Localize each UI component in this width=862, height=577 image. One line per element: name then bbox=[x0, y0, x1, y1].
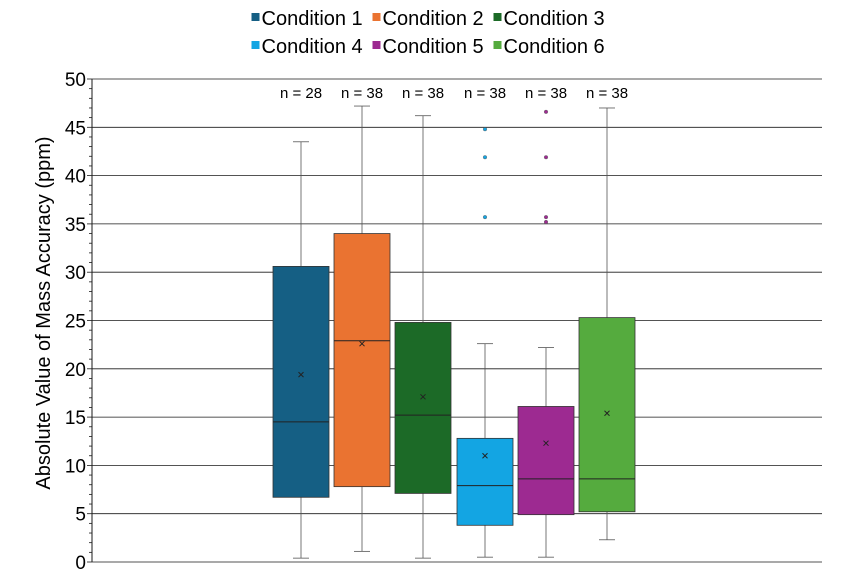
n-label: n = 38 bbox=[464, 85, 506, 102]
boxes bbox=[272, 105, 636, 559]
legend-swatch bbox=[372, 13, 381, 21]
box-5 bbox=[517, 109, 575, 558]
mean-marker bbox=[359, 340, 365, 347]
outlier-point bbox=[543, 215, 549, 220]
mean-marker bbox=[482, 452, 488, 459]
outlier-point bbox=[482, 155, 488, 160]
mean-marker bbox=[543, 440, 549, 447]
box-rect bbox=[333, 233, 391, 488]
outlier-point bbox=[543, 109, 549, 114]
legend-label: Condition 2 bbox=[383, 8, 484, 30]
box-rect bbox=[578, 317, 636, 513]
outlier-point bbox=[482, 215, 488, 220]
legend-label: Condition 5 bbox=[383, 36, 484, 58]
n-label: n = 38 bbox=[341, 85, 383, 102]
y-tick-label: 10 bbox=[65, 456, 86, 477]
legend-swatch bbox=[372, 41, 381, 49]
mean-marker bbox=[420, 393, 426, 400]
box-6 bbox=[578, 107, 636, 541]
y-tick-label: 50 bbox=[65, 70, 86, 91]
box-rect bbox=[272, 266, 330, 498]
legend-item: Condition 1 bbox=[251, 8, 363, 30]
y-tick-label: 40 bbox=[65, 167, 86, 188]
legend-swatch bbox=[251, 13, 260, 21]
box-4 bbox=[456, 127, 514, 558]
y-tick-label: 25 bbox=[65, 312, 86, 333]
y-tick-label: 5 bbox=[75, 505, 86, 526]
legend-item: Condition 2 bbox=[372, 8, 484, 30]
n-label: n = 38 bbox=[402, 85, 444, 102]
box-1 bbox=[272, 141, 330, 559]
y-axis-label: Absolute Value of Mass Accuracy (ppm) bbox=[33, 136, 55, 489]
legend-swatch bbox=[493, 13, 502, 21]
legend-item: Condition 4 bbox=[251, 36, 363, 58]
n-label: n = 38 bbox=[586, 85, 628, 102]
outlier-point bbox=[543, 219, 549, 225]
mean-marker bbox=[298, 371, 304, 378]
y-tick-label: 35 bbox=[65, 215, 86, 236]
n-label: n = 28 bbox=[280, 85, 322, 102]
y-tick-label: 45 bbox=[65, 118, 86, 139]
box-2 bbox=[333, 105, 391, 552]
legend-label: Condition 1 bbox=[262, 8, 363, 30]
y-tick-label: 15 bbox=[65, 408, 86, 429]
legend: Condition 1 Condition 2 Condition 3 Conditi… bbox=[251, 8, 605, 58]
legend-swatch bbox=[493, 41, 502, 49]
legend-label: Condition 4 bbox=[262, 36, 363, 58]
n-label: n = 38 bbox=[525, 85, 567, 102]
y-tick-label: 20 bbox=[65, 360, 86, 381]
legend-item: Condition 5 bbox=[372, 36, 484, 58]
box-rect bbox=[456, 437, 514, 526]
grid-lines bbox=[92, 78, 822, 563]
legend-item: Condition 3 bbox=[493, 8, 605, 30]
box-rect bbox=[394, 322, 452, 494]
outlier-point bbox=[482, 127, 488, 132]
y-tick-label: 30 bbox=[65, 263, 86, 284]
legend-label: Condition 6 bbox=[504, 36, 605, 58]
y-tick-label: 0 bbox=[75, 553, 86, 574]
legend-item: Condition 6 bbox=[493, 36, 605, 58]
legend-swatch bbox=[251, 41, 260, 49]
y-axis: 0 5 10 15 20 25 30 35 40 45 50 bbox=[65, 70, 93, 574]
box-rect bbox=[517, 406, 575, 516]
box-3 bbox=[394, 115, 452, 559]
legend-label: Condition 3 bbox=[504, 8, 605, 30]
mean-marker bbox=[604, 410, 610, 417]
outlier-point bbox=[543, 155, 549, 160]
n-labels: n = 28 n = 38 n = 38 n = 38 n = 38 n = 38 bbox=[280, 85, 628, 102]
